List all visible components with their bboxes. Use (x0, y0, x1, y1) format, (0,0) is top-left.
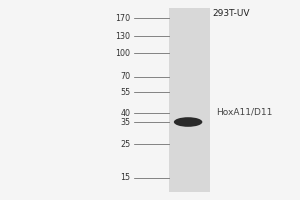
Bar (169, 8, 210, 192)
Text: 130: 130 (116, 32, 130, 41)
Text: 15: 15 (120, 173, 130, 182)
Text: 170: 170 (116, 14, 130, 23)
Text: 293T-UV: 293T-UV (212, 9, 250, 18)
Text: 25: 25 (120, 140, 130, 149)
Text: 55: 55 (120, 88, 130, 97)
Text: 70: 70 (120, 72, 130, 81)
Text: HoxA11/D11: HoxA11/D11 (216, 108, 272, 116)
Text: 100: 100 (116, 49, 130, 58)
Ellipse shape (174, 117, 203, 127)
Text: 35: 35 (120, 118, 130, 127)
Text: 40: 40 (121, 109, 130, 118)
